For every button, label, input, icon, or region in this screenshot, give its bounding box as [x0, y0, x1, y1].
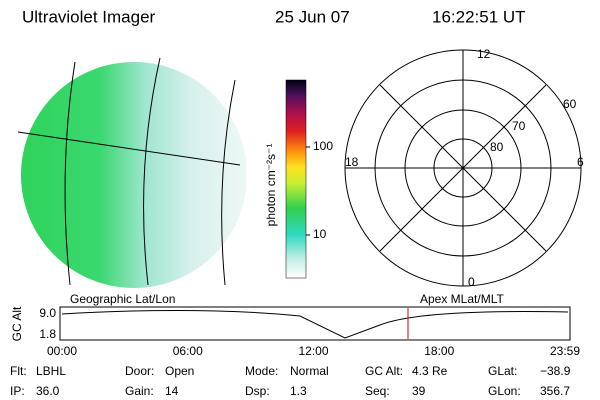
- info-value: 356.7: [540, 384, 570, 398]
- info-label: Seq:: [365, 384, 390, 398]
- info-value: Normal: [290, 364, 329, 378]
- colorbar: [285, 79, 307, 279]
- timeline-x-tick: 23:59: [550, 344, 580, 358]
- timeline-x-tick: 00:00: [47, 344, 77, 358]
- timeline-x-tick: 18:00: [424, 344, 454, 358]
- mlat-label: 60: [563, 97, 577, 111]
- timeline-x-tick: 12:00: [298, 344, 328, 358]
- mlt-label: 6: [577, 155, 584, 169]
- info-label: Mode:: [245, 364, 278, 378]
- info-value: 39: [412, 384, 426, 398]
- title: Ultraviolet Imager: [22, 7, 156, 26]
- timeline-x-ticks: 00:00 06:00 12:00 18:00 23:59: [47, 344, 580, 358]
- colorbar-tick-label: 10: [313, 227, 327, 241]
- info-label: GC Alt:: [365, 364, 403, 378]
- altitude-trace: [61, 309, 569, 339]
- colorbar-tick-label: 100: [313, 139, 333, 153]
- info-value: 14: [165, 384, 179, 398]
- auroral-image: [17, 57, 246, 288]
- geo-grid: [17, 57, 241, 286]
- mlt-label: 18: [345, 155, 359, 169]
- mlt-label: 12: [477, 47, 491, 61]
- mlat-label: 80: [490, 140, 504, 154]
- info-value: Open: [165, 364, 194, 378]
- info-value: 4.3 Re: [412, 364, 448, 378]
- polar-grid: [344, 49, 582, 287]
- info-value: 1.3: [290, 384, 307, 398]
- info-value: LBHL: [36, 364, 66, 378]
- timeline-y-tick: 1.8: [39, 327, 56, 341]
- timeline-y-label: GC Alt: [10, 306, 24, 341]
- timeline-x-tick: 06:00: [173, 344, 203, 358]
- info-value: −38.9: [540, 364, 571, 378]
- info-value: 36.0: [36, 384, 60, 398]
- info-label: Flt:: [10, 364, 27, 378]
- info-panel: Flt: LBHL Door: Open Mode: Normal GC Alt: 4.3 R…: [10, 364, 571, 398]
- mlt-label: 0: [468, 275, 475, 289]
- info-label: Dsp:: [245, 384, 270, 398]
- info-label: Gain:: [125, 384, 154, 398]
- info-label: GLat:: [488, 364, 517, 378]
- timeline-left-label: Geographic Lat/Lon: [70, 292, 175, 306]
- info-label: Door:: [125, 364, 154, 378]
- colorbar-label: photon cm⁻²s⁻¹: [264, 144, 278, 227]
- date: 25 Jun 07: [275, 7, 350, 26]
- timeline-right-label: Apex MLat/MLT: [420, 292, 504, 306]
- earth-disk: [21, 62, 246, 288]
- info-label: GLon:: [488, 384, 521, 398]
- info-label: IP:: [10, 384, 25, 398]
- timeline-frame: [59, 306, 571, 341]
- mlat-label: 70: [512, 119, 526, 133]
- time: 16:22:51 UT: [432, 7, 526, 26]
- timeline-y-tick: 9.0: [39, 306, 56, 320]
